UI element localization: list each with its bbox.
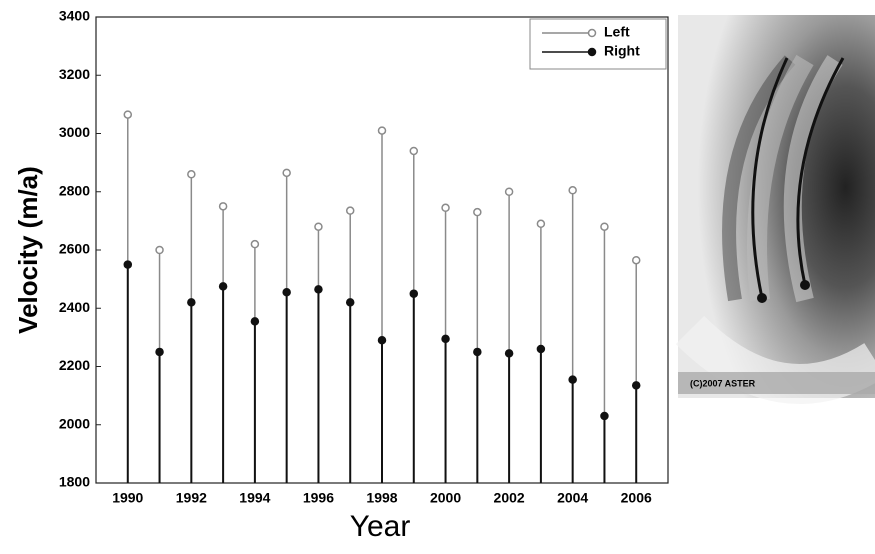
stem-marker — [442, 335, 449, 342]
stem-marker — [474, 348, 481, 355]
stem-marker — [347, 299, 354, 306]
stem-marker — [601, 413, 608, 420]
stem-marker — [633, 382, 640, 389]
image-caption: (C)2007 ASTER — [690, 378, 756, 388]
stem-marker — [633, 257, 640, 264]
y-tick-label: 3000 — [59, 124, 90, 140]
stem-marker — [283, 169, 290, 176]
stem-marker — [569, 187, 576, 194]
stem-marker — [188, 299, 195, 306]
x-tick-label: 1990 — [112, 490, 143, 506]
stem-marker — [124, 261, 131, 268]
x-tick-label: 2004 — [557, 490, 588, 506]
stem-marker — [315, 286, 322, 293]
stem-marker — [379, 337, 386, 344]
stem-marker — [156, 247, 163, 254]
stem-marker — [506, 188, 513, 195]
stem-marker — [220, 203, 227, 210]
stem-marker — [537, 346, 544, 353]
stem-marker — [601, 223, 608, 230]
y-tick-label: 3400 — [59, 8, 90, 24]
stem-marker — [156, 348, 163, 355]
x-tick-label: 2000 — [430, 490, 461, 506]
x-tick-label: 1994 — [239, 490, 270, 506]
stem-marker — [537, 220, 544, 227]
stem-marker — [124, 111, 131, 118]
y-tick-label: 2200 — [59, 357, 90, 373]
legend-marker — [589, 49, 596, 56]
stem-marker — [410, 290, 417, 297]
stem-marker — [251, 318, 258, 325]
stem-marker — [569, 376, 576, 383]
x-tick-label: 1996 — [303, 490, 334, 506]
y-axis-label: Velocity (m/a) — [13, 166, 43, 334]
satellite-image: (C)2007 ASTER — [678, 15, 875, 398]
y-tick-label: 2600 — [59, 241, 90, 257]
y-tick-label: 2800 — [59, 182, 90, 198]
x-tick-label: 1998 — [366, 490, 397, 506]
stem-marker — [474, 209, 481, 216]
stem-marker — [379, 127, 386, 134]
stem-marker — [251, 241, 258, 248]
stem-marker — [315, 223, 322, 230]
legend-box — [530, 19, 666, 69]
stem-marker — [506, 350, 513, 357]
legend-marker — [589, 30, 596, 37]
stem-marker — [410, 147, 417, 154]
figure: (C)2007 ASTER Year Velocity (m/a) 1800 20… — [0, 0, 875, 554]
y-tick-label: 1800 — [59, 474, 90, 490]
legend-label: Left — [604, 24, 630, 40]
x-tick-label: 2002 — [494, 490, 525, 506]
stem-marker — [220, 283, 227, 290]
x-tick-label: 2006 — [621, 490, 652, 506]
y-tick-label: 2400 — [59, 299, 90, 315]
stem-marker — [347, 207, 354, 214]
x-tick-label: 1992 — [176, 490, 207, 506]
stem-marker — [442, 204, 449, 211]
stem-marker — [283, 289, 290, 296]
x-axis-label: Year — [350, 510, 411, 543]
y-tick-label: 3200 — [59, 66, 90, 82]
stem-marker — [188, 171, 195, 178]
legend-label: Right — [604, 43, 640, 59]
y-tick-label: 2000 — [59, 415, 90, 431]
